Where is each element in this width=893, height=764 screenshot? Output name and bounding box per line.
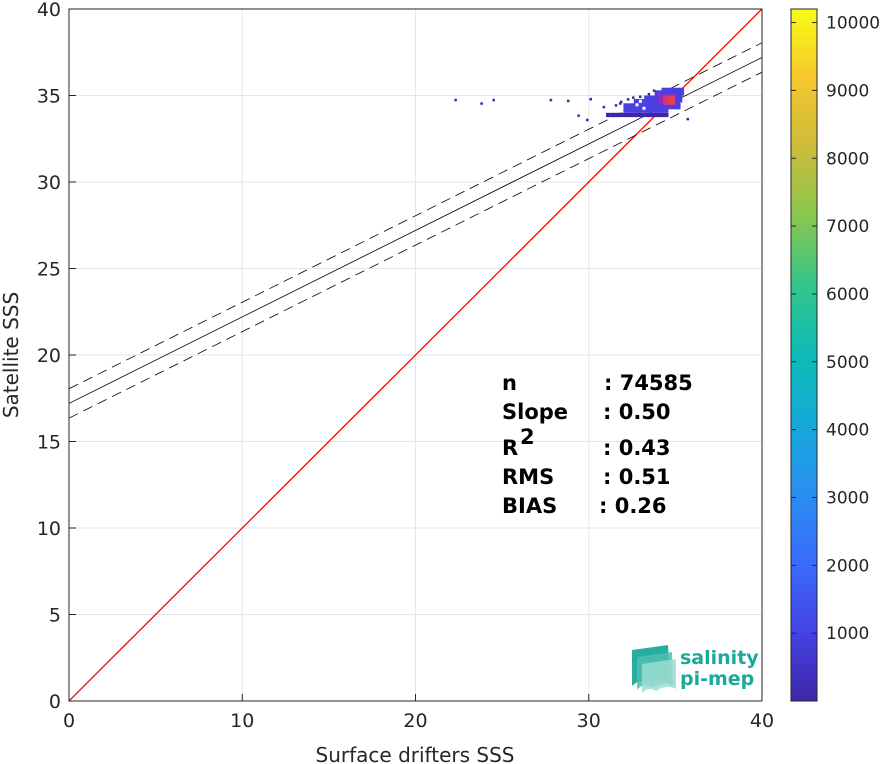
x-tick-label: 30 bbox=[577, 710, 601, 732]
identity-line bbox=[69, 9, 762, 701]
stat-label: n bbox=[502, 371, 517, 395]
stat-label: RMS bbox=[502, 465, 554, 489]
regression-lower-band bbox=[69, 71, 762, 419]
wave-logo-icon bbox=[632, 645, 676, 693]
stat-value: : 74585 bbox=[604, 371, 693, 395]
y-tick-label: 15 bbox=[37, 432, 61, 454]
density-point bbox=[686, 117, 690, 121]
stat-label: BIAS bbox=[502, 494, 557, 518]
colorbar-tick-label: 7000 bbox=[826, 217, 869, 237]
logo-text-line2: pi-mep bbox=[680, 668, 754, 690]
salinity-pi-mep-logo: salinity pi-mep bbox=[632, 645, 759, 693]
stat-value: : 0.50 bbox=[603, 400, 671, 424]
stat-label: R bbox=[502, 436, 518, 460]
density-band bbox=[606, 112, 669, 118]
x-axis-label: Surface drifters SSS bbox=[316, 743, 515, 764]
density-point bbox=[577, 114, 580, 117]
y-tick-label: 40 bbox=[37, 0, 61, 21]
y-axis-label: Satellite SSS bbox=[0, 292, 23, 418]
x-tick-label: 40 bbox=[750, 710, 774, 732]
stat-value: : 0.43 bbox=[603, 436, 671, 460]
density-point bbox=[638, 95, 642, 98]
y-tick-label: 30 bbox=[37, 172, 61, 194]
y-tick-label: 5 bbox=[49, 605, 61, 627]
x-tick-label: 0 bbox=[63, 710, 75, 732]
colorbar-tick-label: 5000 bbox=[826, 353, 869, 373]
density-cell bbox=[661, 87, 685, 96]
colorbar-tick-label: 6000 bbox=[826, 285, 869, 305]
y-tick-label: 10 bbox=[37, 518, 61, 540]
logo-text-line1: salinity bbox=[680, 647, 759, 669]
stat-superscript: 2 bbox=[520, 425, 535, 449]
density-point bbox=[614, 104, 618, 107]
density-point bbox=[602, 105, 606, 109]
x-tick-label: 10 bbox=[230, 710, 254, 732]
density-cluster bbox=[454, 87, 690, 122]
x-ticks: 0 10 20 30 40 bbox=[63, 694, 774, 732]
colorbar-tick-label: 1000 bbox=[826, 624, 869, 644]
density-point bbox=[480, 102, 483, 105]
density-gap bbox=[635, 103, 639, 107]
density-peak bbox=[668, 96, 675, 104]
density-point bbox=[619, 100, 623, 104]
density-point bbox=[586, 118, 589, 122]
stat-label: Slope bbox=[502, 400, 568, 424]
colorbar-tick-label: 8000 bbox=[826, 149, 869, 169]
colorbar-tick-label: 10000 bbox=[826, 14, 880, 34]
density-point bbox=[492, 98, 495, 102]
density-point bbox=[652, 89, 656, 92]
density-point bbox=[549, 98, 553, 102]
colorbar-ticks: 1000 2000 3000 4000 5000 6000 7000 8000 9000 1000… bbox=[791, 14, 880, 644]
density-gap bbox=[642, 106, 646, 110]
density-point bbox=[647, 92, 651, 96]
stat-value: : 0.26 bbox=[599, 494, 667, 518]
density-point bbox=[618, 102, 622, 105]
density-point bbox=[589, 97, 592, 101]
y-ticks: 0 5 10 15 20 25 30 35 40 bbox=[37, 0, 76, 713]
density-gap bbox=[638, 99, 642, 103]
colorbar-tick-label: 2000 bbox=[826, 556, 869, 576]
density-point bbox=[454, 98, 457, 102]
density-cell bbox=[623, 103, 641, 113]
density-point bbox=[566, 99, 570, 103]
y-tick-label: 0 bbox=[49, 691, 61, 713]
colorbar-tick-label: 3000 bbox=[826, 488, 869, 508]
density-point bbox=[632, 96, 635, 99]
colorbar bbox=[790, 8, 818, 702]
density-point bbox=[626, 98, 630, 101]
stat-value: : 0.51 bbox=[603, 465, 671, 489]
y-tick-label: 25 bbox=[37, 259, 61, 281]
y-tick-label: 20 bbox=[37, 345, 61, 367]
statistics-block: n : 74585 Slope : 0.50 R 2 : 0.43 RMS : 0.51 BIAS… bbox=[502, 371, 693, 518]
colorbar-tick-label: 4000 bbox=[826, 421, 869, 441]
y-tick-label: 35 bbox=[37, 86, 61, 108]
colorbar-tick-label: 9000 bbox=[826, 81, 869, 101]
x-tick-label: 20 bbox=[403, 710, 427, 732]
